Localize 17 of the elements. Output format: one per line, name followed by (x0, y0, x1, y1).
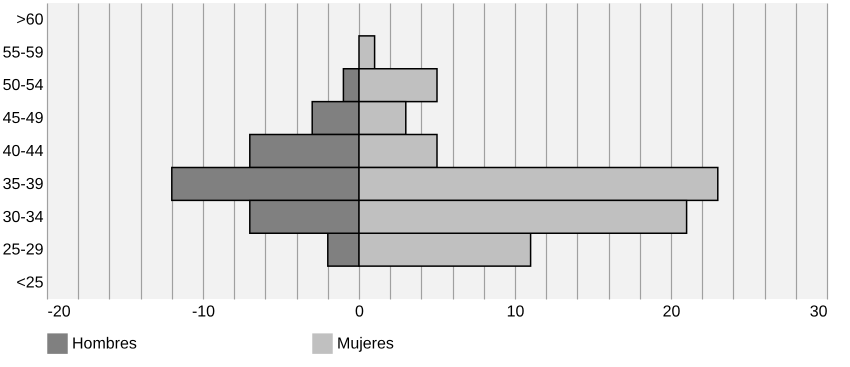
x-tick-label: 0 (355, 304, 364, 320)
y-tick-label: >60 (16, 11, 44, 28)
x-tick-label: 30 (810, 304, 828, 320)
legend-label: Hombres (72, 336, 137, 353)
y-tick-label: <25 (16, 274, 44, 292)
y-tick-label: 40-44 (2, 143, 44, 160)
y-tick-label: 50-54 (2, 77, 44, 94)
x-tick-label: 10 (506, 304, 524, 320)
y-tick-label: 25-29 (2, 242, 44, 259)
x-tick-label: -20 (48, 304, 71, 320)
y-tick-label: 45-49 (2, 110, 44, 128)
y-tick-label: 35-39 (2, 176, 44, 193)
x-tick-label: 20 (662, 304, 680, 320)
legend-label: Mujeres (337, 336, 394, 353)
y-tick-label: 55-59 (2, 44, 44, 62)
y-tick-label: 30-34 (2, 208, 44, 226)
x-tick-label: -10 (192, 304, 216, 320)
